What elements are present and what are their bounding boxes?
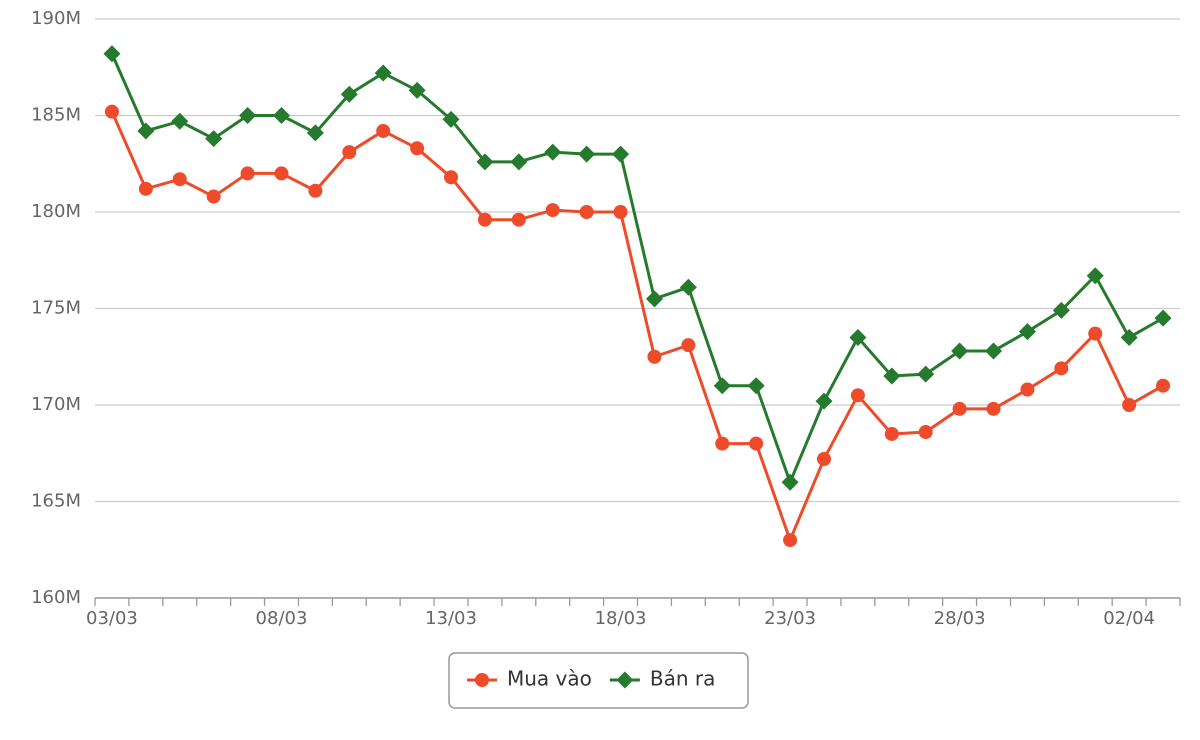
- marker: [1018, 323, 1036, 341]
- y-tick-label: 185M: [31, 105, 81, 126]
- marker: [342, 145, 357, 160]
- marker: [239, 107, 257, 124]
- marker: [1054, 361, 1069, 376]
- marker: [442, 110, 460, 128]
- marker: [544, 143, 562, 161]
- legend-label: Mua vào: [507, 667, 592, 691]
- legend-label: Bán ra: [650, 667, 716, 691]
- legend-box: [448, 652, 749, 709]
- marker: [308, 183, 323, 198]
- marker: [1122, 398, 1137, 412]
- marker: [1154, 309, 1172, 327]
- marker: [410, 141, 425, 156]
- x-tick-label: 02/04: [1103, 608, 1155, 629]
- marker: [1156, 378, 1171, 393]
- y-tick-label: 165M: [31, 491, 81, 512]
- legend: Mua vào Bán ra: [448, 652, 749, 709]
- marker: [206, 189, 221, 204]
- marker: [511, 212, 526, 227]
- marker: [1052, 301, 1070, 319]
- marker: [918, 425, 933, 440]
- marker: [172, 172, 187, 187]
- x-tick-label: 23/03: [764, 608, 816, 629]
- line: [110, 53, 1164, 484]
- marker: [1020, 382, 1035, 397]
- marker: [408, 81, 426, 99]
- marker: [917, 365, 935, 383]
- marker: [713, 377, 731, 395]
- x-tick-label: 03/03: [86, 608, 138, 629]
- x-tick-label: 08/03: [256, 608, 308, 629]
- marker: [985, 342, 1003, 360]
- marker: [1088, 326, 1103, 341]
- marker: [883, 367, 901, 385]
- y-tick-label: 175M: [31, 298, 81, 319]
- marker: [240, 166, 255, 181]
- marker: [1120, 328, 1138, 346]
- marker: [884, 426, 899, 441]
- marker: [747, 377, 765, 395]
- x-tick-label: 18/03: [595, 608, 647, 629]
- marker: [340, 85, 358, 103]
- marker: [645, 290, 663, 308]
- marker: [137, 122, 155, 140]
- marker: [444, 170, 459, 185]
- marker: [205, 130, 223, 148]
- marker: [647, 349, 662, 364]
- marker: [952, 401, 967, 416]
- marker: [475, 673, 489, 687]
- marker: [138, 181, 153, 196]
- legend-item[interactable]: Bán ra: [609, 667, 716, 691]
- marker: [783, 533, 798, 548]
- marker: [849, 328, 867, 346]
- marker: [681, 338, 696, 353]
- marker: [376, 123, 391, 138]
- marker: [951, 342, 969, 360]
- marker: [171, 112, 189, 130]
- marker: [579, 205, 594, 219]
- marker: [374, 64, 392, 82]
- marker: [816, 452, 831, 467]
- marker: [477, 212, 492, 227]
- marker: [815, 392, 833, 410]
- y-tick-label: 160M: [31, 587, 81, 608]
- marker: [545, 203, 560, 218]
- marker: [306, 124, 324, 142]
- marker: [612, 145, 630, 163]
- marker: [272, 107, 290, 124]
- marker: [781, 473, 799, 491]
- marker: [104, 104, 119, 119]
- line: [110, 111, 1164, 542]
- marker: [715, 436, 730, 451]
- y-tick-label: 180M: [31, 201, 81, 222]
- legend-item[interactable]: Mua vào: [467, 667, 592, 691]
- x-tick-label: 13/03: [425, 608, 477, 629]
- marker: [679, 278, 697, 296]
- y-tick-label: 190M: [31, 8, 81, 29]
- marker: [749, 436, 764, 451]
- y-tick-label: 170M: [31, 394, 81, 415]
- marker: [510, 153, 528, 171]
- marker: [986, 401, 1001, 416]
- marker: [850, 388, 865, 403]
- marker: [578, 145, 596, 163]
- x-tick-label: 28/03: [934, 608, 986, 629]
- marker: [613, 205, 628, 219]
- marker: [274, 166, 289, 181]
- marker: [616, 671, 634, 689]
- marker: [476, 153, 494, 171]
- marker: [103, 45, 121, 63]
- marker: [1086, 267, 1104, 285]
